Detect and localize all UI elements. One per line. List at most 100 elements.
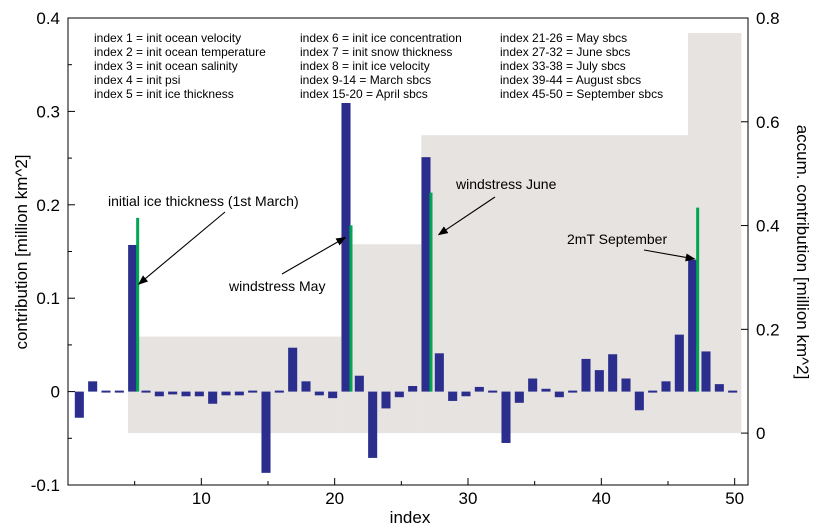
bar xyxy=(248,390,258,393)
bar xyxy=(168,391,178,395)
x-tick-label: 20 xyxy=(325,489,344,508)
bar xyxy=(114,390,124,393)
x-tick-label: 10 xyxy=(192,489,211,508)
bar xyxy=(328,391,338,399)
y-tick-label: 0.2 xyxy=(36,196,60,215)
x-axis-title: index xyxy=(390,508,431,525)
bar xyxy=(514,391,524,403)
bar xyxy=(208,391,218,404)
legend-entry: index 33-38 = July sbcs xyxy=(500,59,626,73)
bar xyxy=(301,381,311,392)
bar xyxy=(434,353,444,392)
annotation-label: initial ice thickness (1st March) xyxy=(108,193,299,209)
bar xyxy=(154,391,164,397)
bar xyxy=(181,391,191,397)
legend-entry: index 5 = init ice thickness xyxy=(94,87,234,101)
bar xyxy=(661,381,671,392)
x-tick-label: 30 xyxy=(459,489,478,508)
legend-entry: index 3 = init ocean salinity xyxy=(94,59,238,73)
x-tick-label: 50 xyxy=(725,489,744,508)
annotation-arrow xyxy=(137,211,226,285)
annotation-label: windstress June xyxy=(455,176,557,192)
bar xyxy=(354,375,364,392)
bar xyxy=(488,390,498,393)
bar xyxy=(461,391,471,397)
legend-entry: index 45-50 = September sbcs xyxy=(500,87,663,101)
axes-layer: -0.1 0 0.1 0.2 0.3 0.4 0 0.2 0.4 0.6 0.8 10 20 30 40 50 xyxy=(31,9,780,508)
y2-tick-label: 0.4 xyxy=(756,217,780,236)
y2-tick-label: 0.6 xyxy=(756,113,780,132)
bar xyxy=(634,391,644,411)
bar xyxy=(474,386,484,392)
bar xyxy=(528,378,538,392)
bar xyxy=(394,391,404,398)
bar xyxy=(88,381,98,392)
bar xyxy=(621,378,631,392)
legend-entry: index 9-14 = March sbcs xyxy=(300,73,431,87)
annotation-arrow xyxy=(437,196,496,236)
bar xyxy=(501,391,511,443)
bar xyxy=(608,354,618,392)
y2-tick-label: 0.8 xyxy=(756,9,780,28)
bars-layer xyxy=(74,102,738,473)
legend-entry: index 6 = init ice concentration xyxy=(300,31,462,45)
bar xyxy=(674,334,684,392)
y-tick-label: 0 xyxy=(51,383,60,402)
highlight-bar xyxy=(136,217,140,392)
bar xyxy=(381,391,391,409)
y-tick-label: 0.4 xyxy=(36,9,60,28)
bar xyxy=(221,391,231,396)
bar xyxy=(728,390,738,393)
accum-step xyxy=(341,244,422,434)
bar xyxy=(101,390,111,393)
legend-entry: index 39-44 = August sbcs xyxy=(500,73,641,87)
annotation-arrow xyxy=(281,236,347,275)
x-tick-label: 40 xyxy=(592,489,611,508)
legend-entry: index 15-20 = April sbcs xyxy=(300,87,428,101)
accum-step xyxy=(421,135,688,434)
bar xyxy=(688,259,698,392)
legend-entry: index 4 = init psi xyxy=(94,73,180,87)
bar xyxy=(261,391,271,473)
y2-tick-label: 0.2 xyxy=(756,320,780,339)
annotation-layer: initial ice thickness (1st March) windstr… xyxy=(108,176,696,294)
bar xyxy=(274,390,284,393)
bar xyxy=(194,391,204,397)
highlight-bar xyxy=(349,225,353,392)
accumulated-layer xyxy=(128,33,742,434)
annotation-label: windstress May xyxy=(228,278,325,294)
bar xyxy=(421,157,431,392)
legend-entry: index 2 = init ocean temperature xyxy=(94,45,266,59)
bar xyxy=(448,391,458,401)
bar xyxy=(141,390,151,393)
annotation-arrow xyxy=(643,249,696,262)
bar xyxy=(648,390,658,393)
bar xyxy=(341,102,351,392)
bar xyxy=(714,384,724,392)
bar xyxy=(74,391,84,418)
legend-entry: index 7 = init snow thickness xyxy=(300,45,452,59)
bar xyxy=(368,391,378,458)
legend-entry: index 27-32 = June sbcs xyxy=(500,45,630,59)
y-tick-label: 0.1 xyxy=(36,289,60,308)
bar xyxy=(314,391,324,396)
bar xyxy=(234,391,244,396)
bar xyxy=(594,370,604,392)
bar xyxy=(701,351,711,392)
bar xyxy=(581,358,591,392)
legend-entry: index 1 = init ocean velocity xyxy=(94,31,241,45)
legend-entry: index 21-26 = May sbcs xyxy=(500,31,627,45)
bar xyxy=(554,391,564,398)
y-tick-label: -0.1 xyxy=(31,476,60,495)
y2-tick-label: 0 xyxy=(756,424,765,443)
bar xyxy=(541,388,551,392)
bar xyxy=(128,244,138,392)
bar xyxy=(568,390,578,393)
annotation-label: 2mT September xyxy=(567,231,667,247)
y-axis-title: contribution [million km^2] xyxy=(12,154,31,349)
y-tick-label: 0.3 xyxy=(36,102,60,121)
highlight-bar xyxy=(429,192,433,392)
